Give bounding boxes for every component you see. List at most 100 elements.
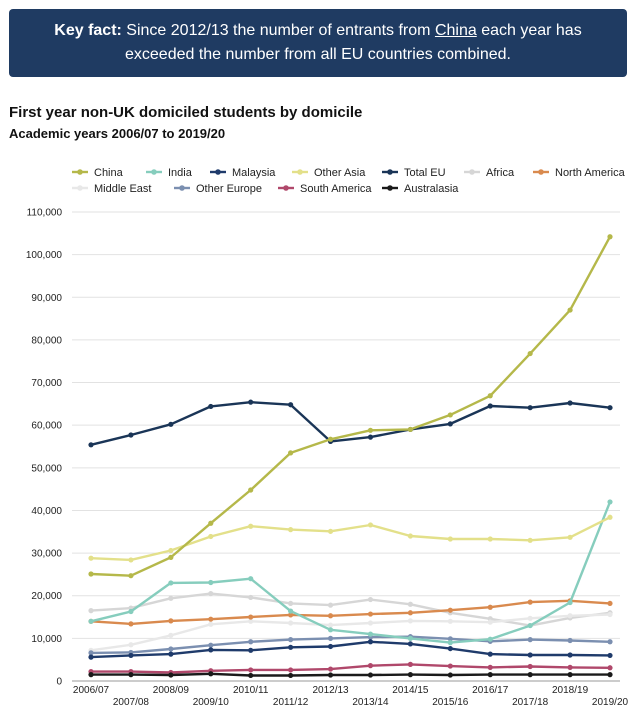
- legend-marker: [387, 169, 393, 175]
- legend-marker: [151, 169, 157, 175]
- legend-marker: [387, 185, 393, 191]
- y-tick-label: 40,000: [31, 506, 62, 517]
- legend-item-africa[interactable]: Africa: [486, 167, 515, 179]
- chart-subtitle: Academic years 2006/07 to 2019/20: [9, 126, 226, 141]
- data-point: [607, 234, 613, 240]
- y-tick-label: 110,000: [27, 208, 63, 219]
- data-point: [567, 652, 573, 658]
- data-point: [407, 672, 413, 678]
- data-point: [607, 611, 613, 618]
- data-point: [407, 610, 413, 616]
- data-point: [527, 599, 533, 605]
- data-point: [248, 647, 254, 653]
- data-point: [208, 590, 214, 597]
- data-point: [527, 537, 533, 543]
- data-point: [128, 652, 134, 659]
- data-point: [208, 621, 214, 627]
- x-tick-label: 2018/19: [552, 685, 589, 696]
- data-point: [367, 427, 374, 433]
- data-point: [367, 434, 374, 440]
- data-point: [288, 608, 294, 614]
- data-point: [567, 400, 573, 406]
- legend-marker: [469, 169, 475, 175]
- data-point: [407, 635, 413, 641]
- chart-title: First year non-UK domiciled students by …: [9, 104, 363, 121]
- data-point: [407, 661, 413, 667]
- data-point: [527, 350, 533, 357]
- data-point: [128, 608, 134, 615]
- legend-marker: [297, 169, 303, 175]
- key-fact-banner: Key fact: Since 2012/13 the number of en…: [9, 9, 627, 77]
- legend-item-other-europe[interactable]: Other Europe: [196, 183, 262, 195]
- data-point: [527, 622, 533, 629]
- key-fact-text-b: each year has exceeded the number from a…: [125, 22, 582, 63]
- data-point: [487, 393, 493, 399]
- x-tick-label: 2013/14: [352, 697, 389, 708]
- legend-marker: [283, 185, 289, 191]
- x-tick-label: 2014/15: [392, 685, 429, 696]
- data-point: [248, 672, 254, 679]
- data-point: [487, 672, 493, 678]
- series-line-other-europe: [90, 635, 611, 655]
- data-point: [327, 613, 334, 619]
- data-point: [248, 667, 254, 673]
- legend-item-south-america[interactable]: South America: [300, 183, 372, 195]
- data-point: [407, 601, 413, 607]
- data-point: [407, 426, 413, 433]
- legend-item-australasia[interactable]: Australasia: [404, 183, 459, 195]
- x-tick-label: 2017/18: [512, 697, 549, 708]
- x-tick-label: 2007/08: [113, 697, 150, 708]
- data-point: [288, 450, 294, 456]
- legend-item-china[interactable]: China: [94, 167, 124, 179]
- y-tick-label: 90,000: [31, 293, 62, 304]
- data-point: [208, 616, 214, 622]
- data-point: [168, 580, 174, 586]
- data-point: [168, 547, 174, 554]
- legend-item-india[interactable]: India: [168, 167, 193, 179]
- data-point: [487, 619, 493, 625]
- data-point: [168, 595, 174, 601]
- legend-item-middle-east[interactable]: Middle East: [94, 183, 151, 195]
- y-tick-label: 80,000: [31, 335, 62, 346]
- series-line-australasia: [91, 672, 610, 677]
- x-tick-label: 2012/13: [312, 685, 349, 696]
- series-line-africa: [90, 592, 611, 627]
- data-point: [327, 602, 334, 608]
- legend-item-malaysia[interactable]: Malaysia: [232, 167, 276, 179]
- china-link[interactable]: China: [434, 22, 477, 39]
- series-line-malaysia: [90, 640, 611, 659]
- y-tick-label: 30,000: [31, 549, 62, 560]
- data-point: [208, 647, 214, 653]
- legend-marker: [179, 185, 185, 191]
- legend-item-north-america[interactable]: North America: [555, 167, 626, 179]
- data-point: [567, 637, 573, 644]
- data-point: [168, 632, 174, 638]
- data-point: [607, 600, 613, 607]
- data-point: [367, 611, 374, 617]
- data-point: [367, 620, 374, 626]
- data-point: [288, 637, 294, 643]
- legend-marker: [215, 169, 221, 175]
- data-point: [487, 651, 493, 657]
- data-point: [607, 639, 613, 645]
- data-point: [327, 436, 334, 442]
- data-point: [248, 399, 254, 405]
- data-point: [168, 618, 174, 624]
- data-point: [607, 652, 613, 659]
- x-tick-label: 2011/12: [273, 697, 309, 708]
- data-point: [407, 641, 413, 647]
- data-point: [447, 607, 453, 613]
- data-point: [487, 636, 493, 642]
- data-point: [128, 573, 134, 579]
- legend-item-other-asia[interactable]: Other Asia: [314, 167, 366, 179]
- legend-item-total-eu[interactable]: Total EU: [404, 167, 446, 179]
- data-point: [88, 650, 94, 656]
- data-point: [447, 640, 453, 646]
- y-tick-label: 100,000: [26, 250, 63, 261]
- data-point: [527, 615, 533, 621]
- data-point: [367, 596, 374, 603]
- data-point: [567, 613, 573, 619]
- data-point: [367, 522, 374, 528]
- data-point: [248, 576, 254, 582]
